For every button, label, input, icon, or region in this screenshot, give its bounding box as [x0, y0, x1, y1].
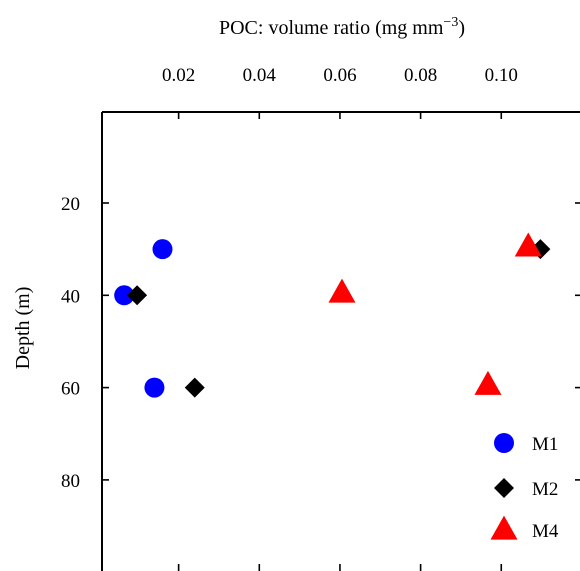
legend-label-M2: M2 [532, 479, 558, 500]
x-axis-title-close: ) [458, 17, 465, 39]
x-axis-title: POC: volume ratio (mg mm−3) [219, 15, 465, 39]
x-tick-label: 0.06 [323, 65, 356, 86]
legend-marker-M1 [494, 433, 514, 453]
M2-point [127, 285, 148, 306]
series-M1 [114, 239, 173, 398]
x-axis-title-exponent: −3 [443, 15, 458, 30]
M2-point [184, 377, 205, 398]
plot-frame [101, 111, 580, 571]
legend: M1 M2 M4 [490, 433, 559, 542]
axis-tick-labels: 0.02 0.04 0.06 0.08 0.10 20 40 60 80 [61, 65, 518, 492]
axis-ticks [102, 112, 580, 571]
x-tick-label: 0.10 [485, 65, 518, 86]
y-tick-label: 20 [61, 194, 80, 215]
legend-label-M4: M4 [532, 521, 559, 542]
data-points [114, 232, 551, 398]
legend-marker-M4 [490, 515, 518, 540]
y-tick-label: 40 [61, 286, 80, 307]
M4-point [328, 278, 356, 303]
y-tick-label: 60 [61, 379, 80, 400]
M1-point [114, 285, 135, 306]
x-tick-label: 0.08 [404, 65, 437, 86]
y-tick-label: 80 [61, 471, 80, 492]
x-tick-label: 0.04 [243, 65, 277, 86]
series-M4 [328, 232, 542, 395]
legend-marker-M2 [494, 478, 514, 498]
M1-point [144, 377, 165, 398]
x-axis-title-main: POC: volume ratio (mg mm [219, 17, 444, 39]
M4-point [514, 232, 542, 257]
M4-point [474, 370, 502, 395]
y-axis-title: Depth (m) [12, 287, 34, 370]
x-tick-label: 0.02 [162, 65, 195, 86]
legend-label-M1: M1 [532, 434, 558, 455]
M1-point [152, 239, 173, 260]
